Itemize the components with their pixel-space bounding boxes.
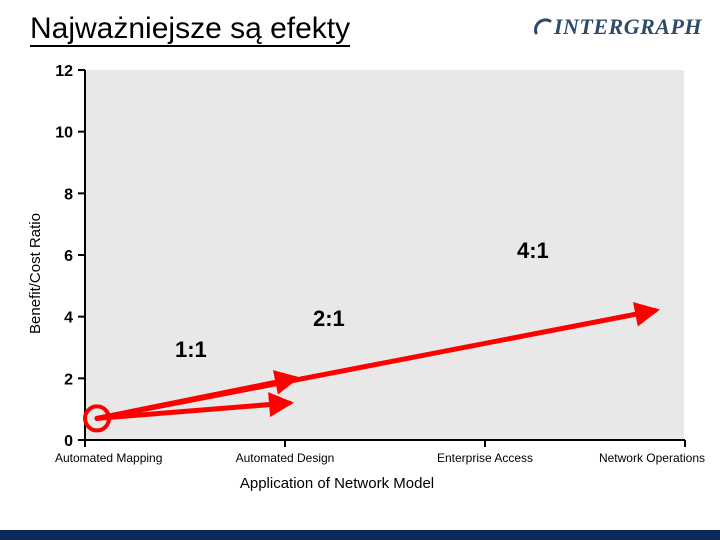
x-category-label: Network Operations — [599, 451, 705, 465]
footer-bar — [0, 530, 720, 540]
logo-text: INTERGRAPH — [554, 14, 702, 39]
x-axis-title: Application of Network Model — [240, 475, 434, 492]
title-text: Najważniejsze są efekty — [30, 12, 350, 47]
y-tick-label: 6 — [64, 248, 73, 265]
plot-area — [86, 70, 684, 439]
ratio-label: 4:1 — [517, 238, 549, 263]
y-tick-label: 8 — [64, 186, 73, 203]
y-axis-title: Benefit/Cost Ratio — [27, 213, 44, 334]
logo-swoosh-icon — [532, 14, 554, 40]
slide-root: { "title": "Najważniejsze są efekty", "l… — [0, 0, 720, 540]
intergraph-logo: INTERGRAPH — [532, 14, 702, 40]
y-tick-label: 12 — [55, 63, 73, 80]
x-category-label: Automated Design — [236, 451, 335, 465]
y-tick-label: 4 — [64, 310, 73, 327]
benefit-cost-chart: 0 2 4 6 8 10 12 Automated Mapping Automated Desi… — [20, 60, 710, 500]
ratio-label: 2:1 — [313, 306, 345, 331]
ratio-label: 1:1 — [175, 337, 207, 362]
y-tick-label: 10 — [55, 125, 73, 142]
x-category-label: Enterprise Access — [437, 451, 533, 465]
x-category-label: Automated Mapping — [55, 451, 162, 465]
y-tick-label: 0 — [64, 433, 73, 450]
slide-title: Najważniejsze są efekty — [30, 12, 350, 46]
y-tick-label: 2 — [64, 371, 73, 388]
